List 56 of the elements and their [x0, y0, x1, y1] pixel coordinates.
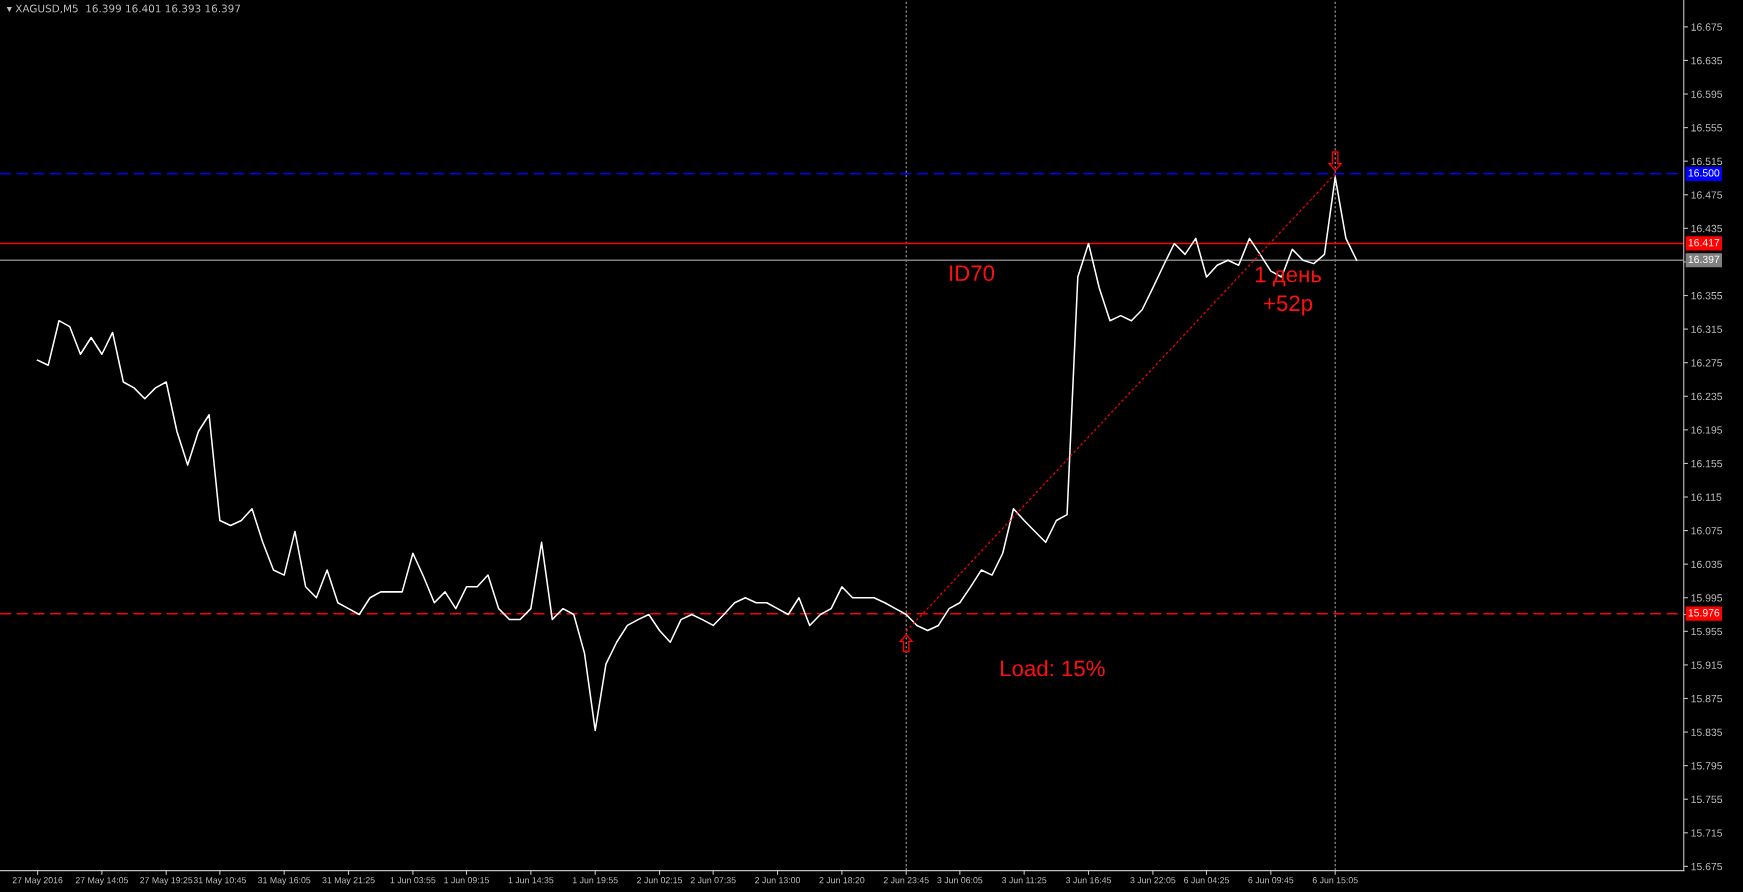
x-tick-label: 1 Jun 19:55 — [573, 877, 618, 884]
x-tick-label: 31 May 16:05 — [258, 877, 311, 885]
annotation: 1 день +52p — [1255, 266, 1322, 316]
x-tick-label: 3 Jun 16:45 — [1066, 877, 1112, 884]
y-tick-label: 15.715 — [1691, 829, 1723, 837]
ref-line-label: 15.976 — [1688, 609, 1720, 617]
y-tick-label: 15.915 — [1691, 661, 1723, 669]
chart-title: ▾ XAGUSD,M5 16.399 16.401 16.393 16.397 — [6, 4, 241, 14]
x-tick-label: 1 Jun 03:55 — [390, 877, 436, 884]
annotation: Load: 15% — [1001, 660, 1105, 677]
y-tick-label: 16.435 — [1691, 224, 1723, 233]
y-tick-label: 15.995 — [1691, 594, 1723, 602]
ref-line-label: 16.397 — [1688, 255, 1720, 264]
y-tick-label: 16.355 — [1691, 292, 1723, 300]
y-tick-label: 16.115 — [1691, 493, 1722, 501]
y-tick-label: 16.235 — [1691, 392, 1723, 401]
x-tick-label: 2 Jun 07:35 — [690, 877, 736, 884]
x-tick-label: 3 Jun 11:25 — [1001, 877, 1047, 884]
x-tick-label: 6 Jun 15:05 — [1312, 877, 1358, 884]
y-tick-label: 15.955 — [1691, 627, 1723, 636]
y-tick-label: 16.035 — [1691, 560, 1723, 569]
x-tick-label: 27 May 2016 — [12, 877, 63, 885]
y-tick-label: 16.675 — [1691, 23, 1723, 31]
ref-line-label: 16.500 — [1688, 169, 1720, 177]
x-tick-label: 3 Jun 22:05 — [1130, 877, 1176, 884]
x-tick-label: 6 Jun 09:45 — [1248, 877, 1294, 884]
x-tick-label: 6 Jun 04:25 — [1184, 877, 1229, 884]
x-tick-label: 27 May 14:05 — [75, 877, 129, 885]
y-tick-label: 15.795 — [1691, 762, 1723, 770]
y-tick-label: 16.635 — [1691, 56, 1723, 65]
y-tick-label: 15.755 — [1691, 795, 1723, 804]
y-tick-label: 16.195 — [1691, 426, 1723, 434]
y-tick-label: 15.675 — [1691, 862, 1723, 871]
line-series — [36, 176, 1358, 732]
x-tick-label: 27 May 19:25 — [140, 877, 193, 885]
annotation: ID70 — [950, 265, 995, 282]
y-tick-label: 16.155 — [1691, 459, 1723, 468]
y-tick-label: 16.595 — [1691, 90, 1723, 98]
x-tick-label: 31 May 21:25 — [322, 877, 375, 885]
x-tick-label: 2 Jun 13:00 — [755, 877, 801, 884]
y-tick-label: 15.875 — [1691, 694, 1723, 703]
x-tick-label: 2 Jun 23:45 — [883, 877, 929, 884]
y-tick-label: 16.555 — [1691, 124, 1723, 132]
y-tick-label: 16.075 — [1691, 527, 1723, 535]
y-tick-label: 16.475 — [1691, 191, 1723, 199]
x-tick-label: 2 Jun 18:20 — [819, 877, 865, 884]
y-tick-label: 16.515 — [1691, 157, 1723, 166]
x-tick-label: 31 May 10:45 — [193, 877, 246, 885]
y-tick-label: 16.275 — [1691, 359, 1723, 367]
x-tick-label: 3 Jun 06:05 — [937, 877, 983, 884]
x-tick-label: 1 Jun 14:35 — [508, 877, 554, 884]
y-tick-label: 15.835 — [1691, 728, 1723, 736]
ref-line-label: 16.417 — [1688, 238, 1720, 247]
x-tick-label: 1 Jun 09:15 — [444, 877, 490, 884]
x-tick-label: 2 Jun 02:15 — [637, 877, 683, 884]
y-tick-label: 16.315 — [1691, 325, 1723, 333]
